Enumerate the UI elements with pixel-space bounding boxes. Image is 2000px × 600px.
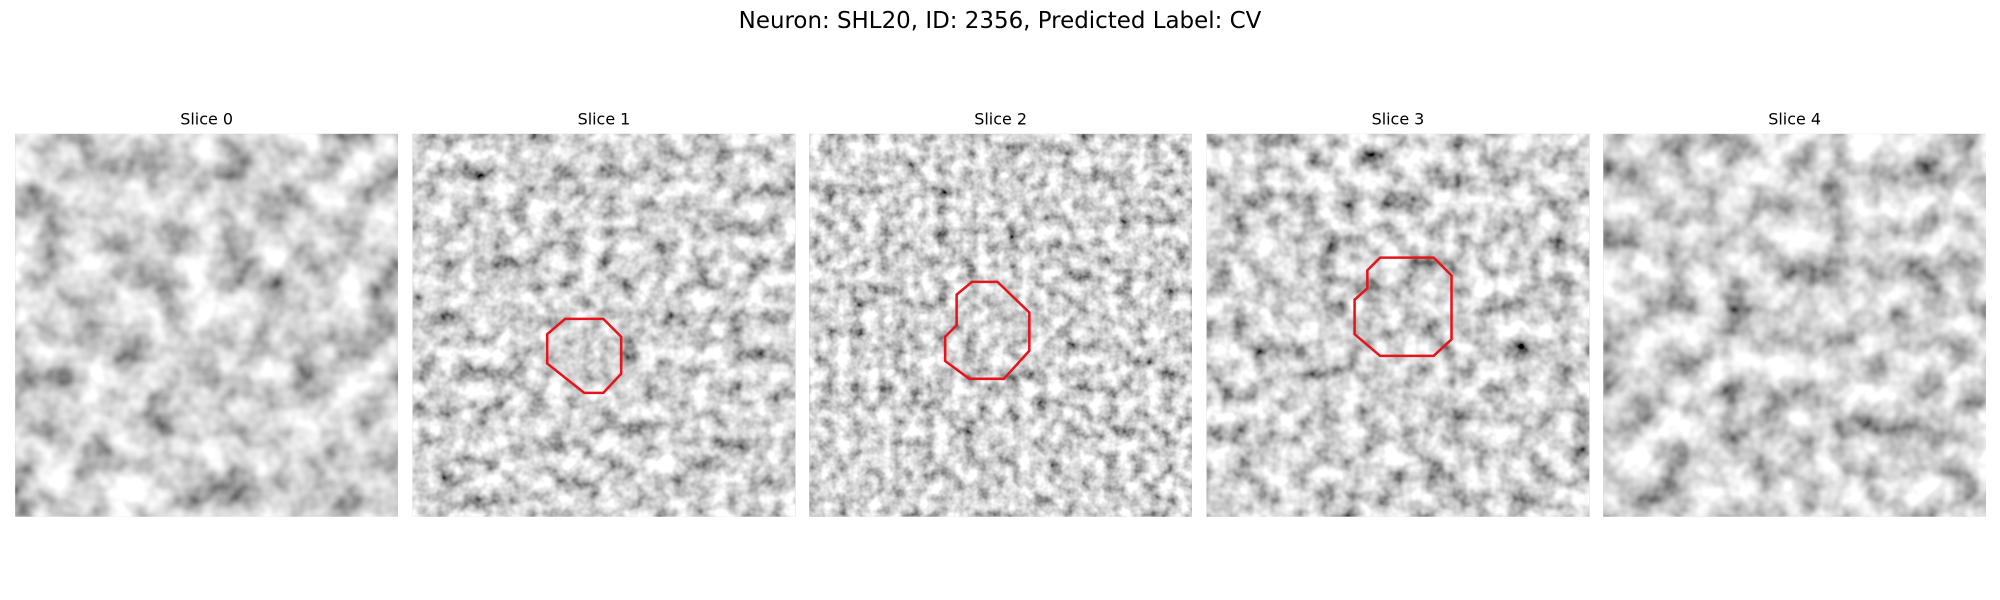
contours	[545, 256, 1453, 395]
panel-title: Slice 1	[578, 109, 631, 128]
contour	[545, 317, 623, 395]
slice-image	[1206, 133, 1590, 517]
contour	[1353, 256, 1453, 358]
panel-title: Slice 4	[1768, 109, 1821, 128]
panel-title: Slice 0	[180, 109, 233, 128]
panel-title: Slice 3	[1372, 109, 1425, 128]
figure-title: Neuron: SHL20, ID: 2356, Predicted Label…	[739, 8, 1262, 34]
panels: Slice 0 Slice 1 Slice 2 Slice 3 Slice 4	[15, 109, 1986, 517]
contour	[943, 280, 1031, 381]
slice-image	[15, 133, 398, 517]
slice-image	[412, 133, 796, 517]
slice-image	[1603, 133, 1986, 517]
panel-title: Slice 2	[974, 109, 1027, 128]
slice-image	[809, 133, 1192, 517]
